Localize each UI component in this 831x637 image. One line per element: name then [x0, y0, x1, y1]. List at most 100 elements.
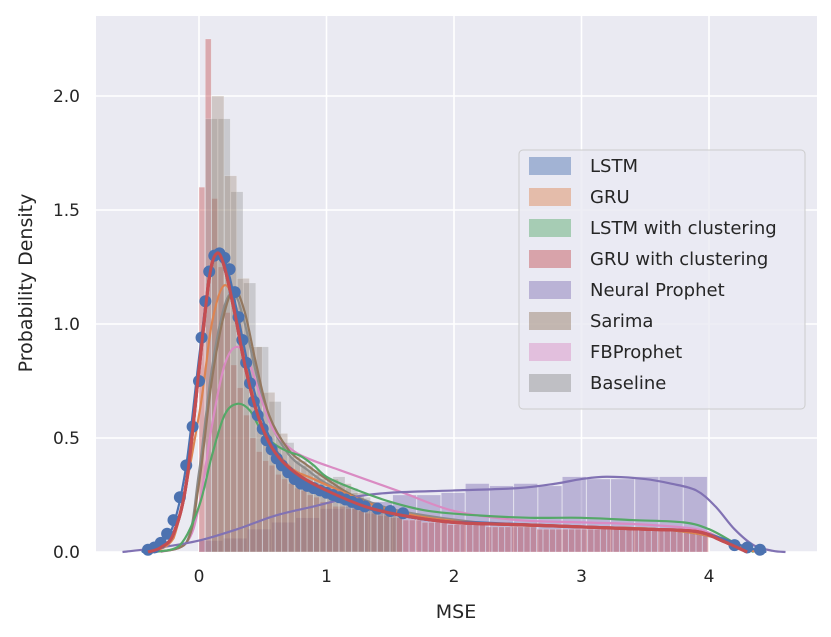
legend-label: FBProphet: [590, 342, 682, 363]
grid: [96, 16, 817, 553]
histogram-bar: [530, 526, 537, 553]
legend-label: LSTM with clustering: [590, 218, 777, 239]
histogram-bar: [434, 522, 441, 553]
legend-swatch: [529, 250, 571, 268]
histogram-bar: [625, 528, 633, 553]
legend-swatch: [529, 219, 571, 237]
histogram-bar: [549, 528, 556, 553]
histogram-bar: [390, 512, 403, 553]
legend-item-gru: GRU: [529, 187, 630, 208]
histogram-bar: [249, 437, 257, 553]
histogram-bar: [638, 528, 645, 553]
histogram-bar: [574, 528, 582, 553]
histogram-bar: [634, 476, 659, 553]
y-tick-label: 2.0: [53, 87, 80, 107]
histogram-bar: [402, 519, 410, 553]
legend-item-lstm: LSTM: [529, 156, 638, 177]
histogram-bar: [428, 522, 435, 553]
histogram-bar: [268, 465, 276, 553]
histogram-bar: [256, 451, 263, 553]
histogram-bar: [295, 517, 320, 553]
histogram-bar: [224, 175, 237, 553]
histogram-bar: [472, 524, 480, 553]
legend-item-neural-prophet: Neural Prophet: [529, 280, 725, 301]
histogram-bar: [421, 522, 429, 553]
histogram-bar: [619, 528, 626, 553]
x-tick-label: 3: [576, 567, 587, 587]
legend-label: LSTM: [590, 156, 638, 177]
histogram-bar: [364, 512, 371, 553]
x-tick-label: 4: [704, 567, 715, 587]
histogram-bar: [390, 517, 397, 553]
x-tick-label: 0: [194, 567, 205, 587]
histogram-bar: [345, 508, 352, 553]
histogram-bar: [409, 519, 416, 553]
y-axis-ticks: 0.0 0.5 1.0 1.5 2.0: [53, 87, 80, 563]
legend-swatch: [529, 188, 571, 206]
histogram-bar: [613, 528, 620, 553]
histogram-bar: [281, 478, 288, 553]
x-axis-ticks: 0 1 2 3 4: [194, 567, 715, 587]
legend-item-gru-with-clustering: GRU with clustering: [529, 249, 768, 270]
histogram-bar: [466, 524, 473, 553]
legend-item-lstm-with-clustering: LSTM with clustering: [529, 218, 777, 239]
histogram-bar: [485, 526, 492, 553]
histogram-bar: [453, 524, 461, 553]
histogram-bar: [543, 528, 550, 553]
kde-line-fbprophet: [160, 345, 761, 554]
histogram-bar: [262, 460, 269, 553]
legend-label: GRU: [590, 187, 630, 208]
y-axis-label: Probability Density: [15, 194, 37, 373]
lstm-markers: [142, 247, 766, 556]
histogram-bar: [271, 522, 296, 553]
histogram-bar: [332, 506, 339, 553]
histogram-bar: [581, 528, 588, 553]
histogram-bar: [492, 526, 499, 553]
histogram-bar: [657, 528, 665, 553]
histogram-bar: [415, 519, 422, 553]
y-tick-label: 1.0: [53, 315, 80, 335]
histogram-bar: [237, 387, 244, 553]
histogram-bar: [536, 528, 543, 553]
histogram-bar: [632, 528, 639, 553]
histogram-bar: [247, 528, 272, 553]
legend-label: Baseline: [590, 373, 666, 394]
histogram-bar: [243, 414, 250, 553]
histogram-bar: [447, 524, 454, 553]
histogram-bar: [594, 528, 601, 553]
x-tick-label: 1: [321, 567, 332, 587]
x-tick-label: 2: [449, 567, 460, 587]
histogram-bar: [511, 526, 518, 553]
kde-line-gru-with-clustering-overlay: [147, 251, 748, 554]
histogram-bar: [523, 526, 531, 553]
histogram-bar: [670, 528, 677, 553]
histogram-bar: [460, 524, 467, 553]
histogram-bar: [230, 191, 244, 553]
lstm-marker: [161, 527, 174, 540]
legend-item-sarima: Sarima: [529, 311, 653, 332]
histogram-bar: [198, 540, 223, 553]
y-tick-label: 0.5: [53, 429, 80, 449]
legend-item-fbprophet: FBProphet: [529, 342, 682, 363]
histogram-bar: [664, 528, 671, 553]
legend-label: GRU with clustering: [590, 249, 768, 270]
histogram-bar: [645, 528, 652, 553]
histogram-bar: [224, 312, 231, 553]
histogram-bar: [555, 528, 563, 553]
lstm-marker: [754, 543, 766, 556]
histogram-bar: [217, 266, 225, 553]
x-axis-label: MSE: [436, 601, 476, 623]
histogram-bar: [562, 528, 569, 553]
histogram-bar: [568, 528, 575, 553]
histogram-bar: [339, 506, 346, 553]
histogram-gru-with-clustering: [198, 38, 709, 553]
y-tick-label: 1.5: [53, 201, 80, 221]
histogram-bar: [319, 508, 344, 553]
histogram-bar: [586, 478, 611, 553]
histogram-bar: [517, 526, 524, 553]
legend-label: Sarima: [590, 311, 653, 332]
histogram-bar: [230, 364, 237, 553]
histogram-bar: [651, 528, 658, 553]
histogram-bar: [600, 528, 607, 553]
legend-box: [518, 149, 806, 410]
